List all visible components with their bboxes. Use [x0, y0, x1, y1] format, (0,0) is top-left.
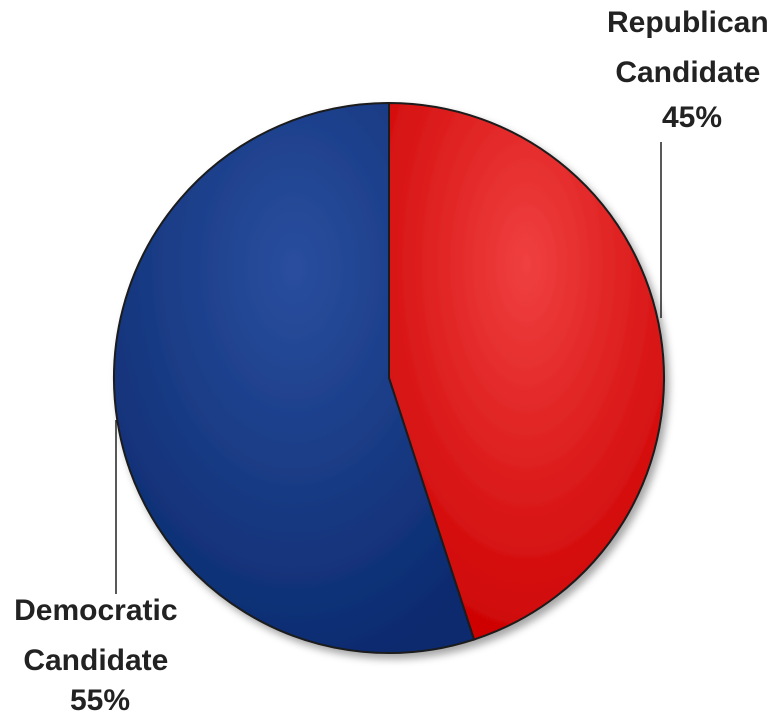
data-label-democratic: Democratic Candidate 55% — [14, 594, 186, 716]
label-line: Candidate — [615, 56, 760, 89]
label-line: Candidate — [23, 644, 168, 677]
label-line: Republican — [607, 6, 769, 39]
pie-slice-republican-candidate — [388, 101, 665, 641]
label-line: Democratic — [14, 594, 177, 627]
label-value: 55% — [70, 684, 130, 716]
label-value: 45% — [662, 101, 722, 134]
data-label-republican: Republican Candidate 45% — [607, 6, 777, 134]
pie-slice-democratic-candidate — [113, 101, 476, 654]
